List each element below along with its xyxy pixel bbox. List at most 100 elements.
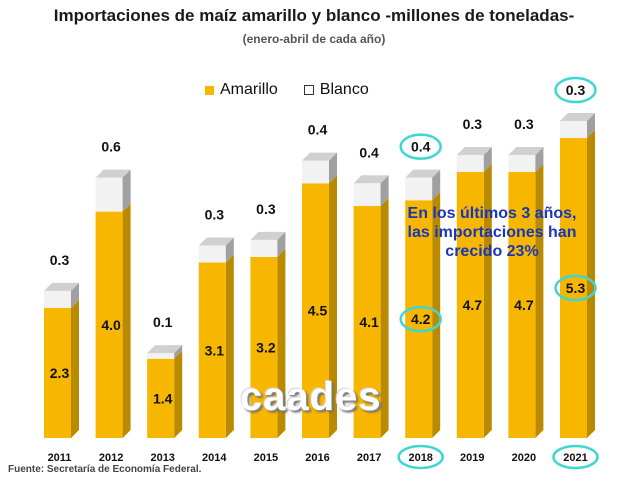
bar-blanco-side-2012 [122, 169, 131, 212]
value-label-blanco-2017: 0.4 [359, 144, 379, 160]
highlight-circle-blanco-2018 [399, 133, 442, 160]
bar-amarillo-2012 [95, 211, 123, 438]
legend-item-amarillo: Amarillo [205, 81, 278, 99]
bar-amarillo-2020 [508, 171, 536, 439]
value-label-blanco-2021: 0.3 [566, 82, 586, 98]
bar-blanco-2015 [250, 239, 278, 257]
bar-blanco-top-2018 [405, 169, 441, 178]
bar-amarillo-side-2013 [174, 350, 183, 438]
bar-amarillo-side-2016 [329, 175, 337, 439]
value-label-blanco-2011: 0.3 [50, 252, 70, 268]
bar-blanco-side-2014 [225, 237, 234, 263]
bar-amarillo-side-2018 [432, 192, 441, 438]
value-label-amarillo-2016: 4.5 [308, 303, 328, 319]
chart-subtitle: (enero-abril de cada año) [242, 32, 386, 46]
category-label-2011: 2011 [48, 452, 72, 464]
bar-blanco-side-2011 [71, 282, 79, 308]
bar-blanco-side-2021 [587, 113, 595, 139]
value-label-amarillo-2017: 4.1 [359, 314, 379, 330]
bar-amarillo-side-2011 [71, 299, 79, 438]
value-label-blanco-2015: 0.3 [256, 201, 276, 217]
value-label-blanco-2016: 0.4 [308, 122, 328, 138]
bar-blanco-side-2018 [432, 169, 441, 201]
bar-amarillo-side-2020 [535, 163, 544, 439]
bar-blanco-top-2012 [95, 169, 131, 178]
category-label-2017: 2017 [357, 452, 381, 464]
value-label-amarillo-2014: 3.1 [205, 342, 225, 358]
annotation-line-3: crecido 23% [445, 243, 539, 260]
bar-blanco-2016 [302, 160, 329, 184]
bar-blanco-2018 [405, 177, 433, 201]
value-label-amarillo-2012: 4.0 [101, 317, 121, 333]
annotation-line-1: En los últimos 3 años, [407, 205, 577, 222]
bar-blanco-side-2017 [380, 175, 389, 206]
highlight-circle-amarillo-2018 [399, 305, 442, 333]
highlight-circle-year-2018 [397, 444, 444, 470]
category-label-2013: 2013 [150, 452, 174, 464]
value-label-blanco-2013: 0.1 [153, 314, 173, 330]
bar-blanco-side-2013 [174, 345, 183, 359]
highlight-circle-blanco-2021 [554, 76, 597, 104]
value-label-amarillo-2019: 4.7 [463, 297, 483, 313]
source-note: Fuente: Secretaría de Economía Federal. [8, 464, 202, 475]
bar-blanco-top-2021 [560, 113, 595, 122]
value-label-blanco-2012: 0.6 [101, 139, 121, 155]
bar-blanco-top-2013 [147, 345, 183, 354]
highlight-circle-year-2021 [552, 444, 599, 470]
legend-label-blanco: Blanco [319, 81, 369, 98]
bar-blanco-top-2020 [508, 147, 544, 155]
bar-blanco-2011 [44, 290, 71, 308]
bar-blanco-top-2011 [44, 282, 79, 291]
bar-blanco-side-2020 [535, 147, 544, 172]
value-label-amarillo-2011: 2.3 [50, 365, 70, 381]
bar-amarillo-side-2012 [122, 203, 131, 438]
legend-item-blanco: Blanco [303, 81, 369, 99]
bar-amarillo-2019 [456, 171, 484, 439]
legend-swatch-amarillo [205, 85, 214, 95]
chart-title: Importaciones de maíz amarillo y blanco … [53, 6, 575, 25]
category-label-2018: 2018 [408, 452, 432, 464]
bar-blanco-top-2015 [250, 231, 286, 240]
annotation-line-2: las importaciones han [407, 224, 577, 241]
bar-blanco-2014 [198, 245, 226, 263]
bar-blanco-top-2014 [198, 237, 234, 246]
category-label-2016: 2016 [305, 452, 329, 464]
bar-amarillo-2013 [147, 358, 175, 438]
bar-amarillo-2021 [560, 138, 587, 438]
bar-blanco-top-2017 [353, 175, 389, 184]
category-label-2020: 2020 [512, 452, 536, 464]
bar-blanco-2017 [353, 183, 381, 206]
value-label-amarillo-2015: 3.2 [256, 339, 276, 355]
bar-amarillo-side-2017 [380, 197, 389, 438]
bar-amarillo-side-2021 [587, 130, 595, 438]
bar-blanco-side-2015 [277, 231, 286, 257]
value-label-blanco-2019: 0.3 [463, 116, 483, 132]
bar-blanco-side-2019 [483, 147, 492, 172]
legend: Amarillo Blanco [205, 80, 395, 100]
bar-amarillo-2014 [198, 262, 226, 438]
bar-amarillo-side-2014 [225, 254, 234, 438]
bar-amarillo-2018 [405, 200, 433, 438]
bar-blanco-top-2019 [456, 147, 492, 155]
value-label-blanco-2020: 0.3 [514, 116, 534, 132]
legend-label-amarillo: Amarillo [220, 81, 278, 98]
bar-blanco-2019 [456, 155, 484, 172]
value-label-amarillo-2020: 4.7 [514, 297, 534, 313]
bar-blanco-2012 [95, 177, 123, 212]
bar-blanco-2020 [508, 155, 536, 172]
bar-amarillo-side-2019 [483, 163, 492, 439]
legend-swatch-blanco [303, 85, 314, 95]
value-label-blanco-2018: 0.4 [411, 139, 431, 155]
caades-logo: caades [240, 375, 382, 419]
value-label-blanco-2014: 0.3 [205, 207, 225, 223]
category-label-2019: 2019 [460, 452, 484, 464]
bar-blanco-top-2016 [302, 152, 337, 161]
value-label-amarillo-2021: 5.3 [566, 280, 586, 296]
highlight-circle-amarillo-2021 [554, 274, 597, 302]
annotation-note: En los últimos 3 años, las importaciones… [372, 204, 612, 261]
category-label-2014: 2014 [202, 452, 227, 464]
bar-blanco-2021 [560, 121, 587, 139]
category-label-2015: 2015 [254, 452, 278, 464]
bar-amarillo-2015 [250, 256, 278, 438]
